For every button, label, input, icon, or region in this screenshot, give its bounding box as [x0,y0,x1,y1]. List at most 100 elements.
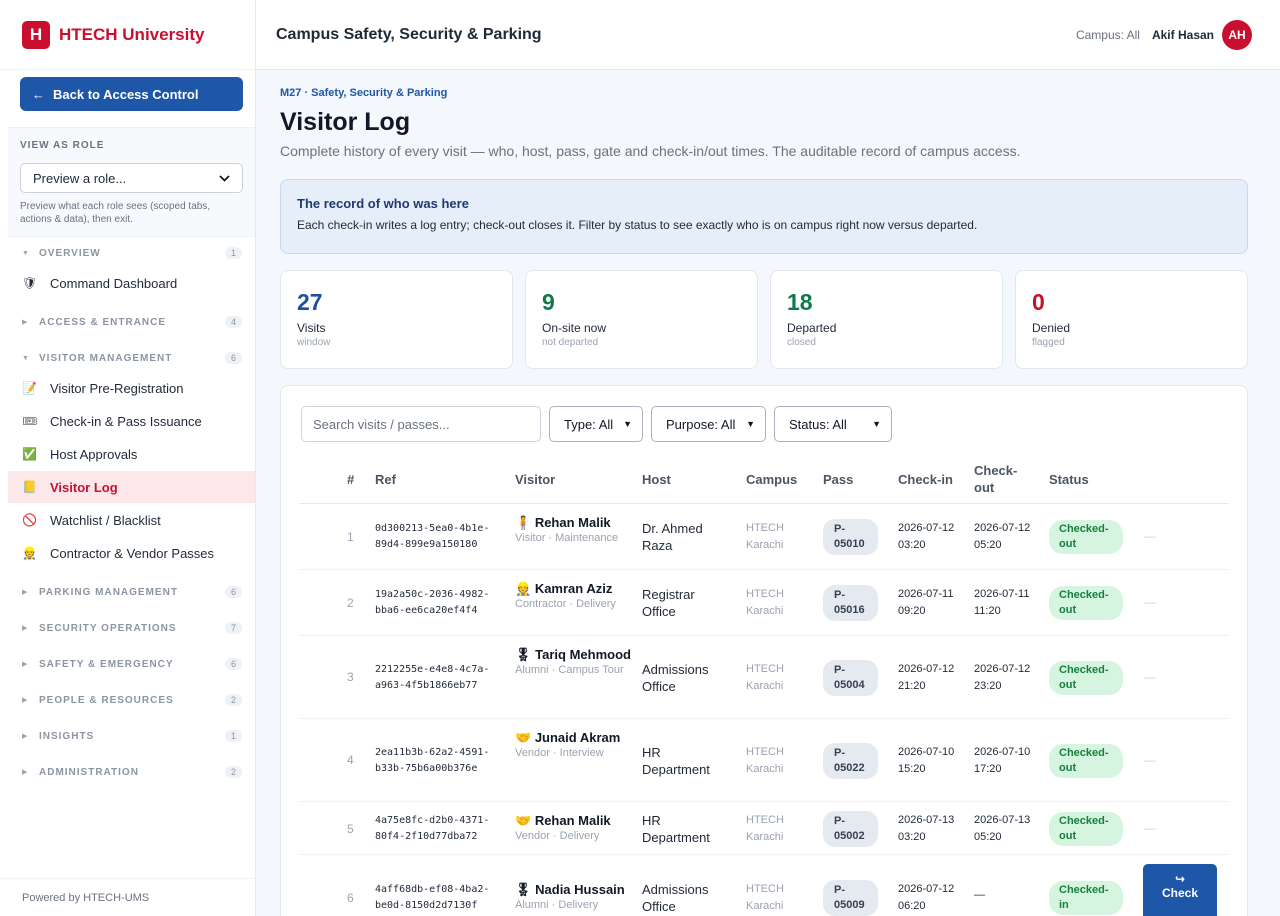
visitor-cell: 🤝 Junaid Akram Vendor · Interview [515,729,633,761]
nav-section-count: 1 [224,247,242,259]
sidebar-item-visitor-pre-registration[interactable]: 📝 Visitor Pre-Registration [8,372,255,404]
role-select[interactable]: Preview a role... [20,163,243,193]
nav-section-count: 6 [224,658,242,670]
check-in-time: 2026-07-12 06:20 [898,883,955,912]
stat-label: On-site now [542,321,607,335]
row-number: 6 [347,891,354,905]
sidebar-item-contractor-vendor-passes[interactable]: 👷 Contractor & Vendor Passes [8,537,255,569]
nav-section-visitor-management[interactable]: ▼ VISITOR MANAGEMENT 6 [0,347,256,369]
sidebar-item-label: Visitor Pre-Registration [50,380,184,396]
type-filter-select[interactable]: Type: All ▼ [549,406,643,442]
breadcrumb: M27 · Safety, Security & Parking [280,87,448,99]
column-header-pass[interactable]: Pass [823,472,854,487]
nav-section-label: PEOPLE & RESOURCES [39,694,174,706]
column-header-num[interactable]: # [347,472,355,487]
table-row[interactable]: 3 2212255e-e4e8-4c7a-a963-4f5b1866eb77 🎖… [299,636,1229,719]
nav-section-overview[interactable]: ▼ OVERVIEW 1 [0,242,256,264]
role-help-text: Preview what each role sees (scoped tabs… [20,201,211,225]
sidebar-item-host-approvals[interactable]: ✅ Host Approvals [8,438,255,470]
stat-value: 27 [297,289,323,315]
stat-sublabel: flagged [1032,337,1065,348]
table-header-divider [299,503,1229,504]
sidebar-item-command-dashboard[interactable]: 🛡 Command Dashboard [8,267,255,299]
sidebar-item-visitor-log[interactable]: 📒 Visitor Log [8,471,255,503]
visitor-cell: 🧍 Rehan Malik Visitor · Maintenance [515,514,633,546]
column-header-campus[interactable]: Campus [746,472,798,487]
nav-section-security-operations[interactable]: ▶ SECURITY OPERATIONS 7 [0,617,256,639]
brand-logo: H [22,20,50,49]
caret-right-icon: ▶ [22,697,28,704]
visitor-name: Nadia Hussain [535,882,625,897]
row-number: 2 [347,596,354,610]
host-name: HR Department [642,745,710,777]
check-out-time: 2026-07-12 05:20 [974,522,1031,551]
stat-value: 18 [787,289,813,315]
nav-section-count: 6 [224,586,242,598]
nav-section-label: ADMINISTRATION [39,766,139,778]
nav-section-label: INSIGHTS [39,730,95,742]
stat-card-visits: 27 Visits window [280,270,513,369]
sidebar-item-check-in-pass-issuance[interactable]: 🎟 Check-in & Pass Issuance [8,405,255,437]
handshake-icon: 🤝 [515,730,532,745]
visit-ref: 4a75e8fc-d2b0-4371-80f4-2f10d77dba72 [375,815,490,842]
pass-badge[interactable]: P-05004 [823,660,878,696]
back-to-access-control-button[interactable]: ← Back to Access Control [20,77,243,111]
column-header-check-in[interactable]: Check-in [898,472,953,487]
pass-badge[interactable]: P-05009 [823,880,878,916]
sidebar-item-label: Host Approvals [50,446,138,462]
nav-section-label: OVERVIEW [39,247,101,259]
sidebar-item-label: Contractor & Vendor Passes [50,545,215,561]
sidebar-item-watchlist-blacklist[interactable]: 🚫 Watchlist / Blacklist [8,504,255,536]
clipboard-icon: 📝 [22,381,37,395]
nav-section-insights[interactable]: ▶ INSIGHTS 1 [0,725,256,747]
nav-section-label: VISITOR MANAGEMENT [39,352,173,364]
campus-selector[interactable]: Campus: All [1075,27,1140,42]
status-badge: Checked-in [1049,881,1123,915]
table-row[interactable]: 2 19a2a50c-2036-4982-bba6-ee6ca20ef4f4 👷… [299,570,1229,636]
caret-right-icon: ▶ [22,319,28,326]
checkmark-icon: ✅ [22,447,37,461]
pass-badge[interactable]: P-05010 [823,519,878,555]
table-row[interactable]: 1 0d300213-5ea0-4b1e-89d4-899e9a150180 🧍… [299,504,1229,570]
check-in-time: 2026-07-10 15:20 [898,746,955,775]
avatar[interactable]: AH [1222,19,1252,50]
stat-card-denied: 0 Denied flagged [1015,270,1248,369]
check-in-time: 2026-07-12 21:20 [898,663,955,692]
nav-section-label: SAFETY & EMERGENCY [39,658,174,670]
nav-section-administration[interactable]: ▶ ADMINISTRATION 2 [0,761,256,783]
pass-badge[interactable]: P-05022 [823,743,878,779]
nav-section-safety-emergency[interactable]: ▶ SAFETY & EMERGENCY 6 [0,653,256,675]
row-action-placeholder: — [1144,670,1156,684]
visitor-meta: Vendor · Interview [515,747,604,759]
table-row[interactable]: 4 2ea11b3b-62a2-4591-b33b-75b6a00b376e 🤝… [299,719,1229,802]
table-row[interactable]: 6 4aff68db-ef08-4ba2-be0d-8150d2d7130f 🎖… [299,855,1229,916]
status-filter-select[interactable]: Status: All ▼ [774,406,892,442]
check-out-button[interactable]: ↪ Check [1143,864,1217,916]
pass-badge[interactable]: P-05002 [823,811,878,847]
visitor-name: Junaid Akram [534,730,621,745]
column-header-status[interactable]: Status [1049,472,1089,487]
host-name: Admissions Office [642,662,709,694]
column-header-ref[interactable]: Ref [375,472,396,487]
campus-name: HTECH Karachi [746,588,784,617]
table-row[interactable]: 5 4a75e8fc-d2b0-4371-80f4-2f10d77dba72 🤝… [299,802,1229,855]
nav-section-people-resources[interactable]: ▶ PEOPLE & RESOURCES 2 [0,689,256,711]
column-header-check-out[interactable]: Check-out [974,463,1018,495]
visitor-meta: Visitor · Maintenance [515,532,619,544]
brand[interactable]: H HTECH University [0,0,255,70]
pass-badge[interactable]: P-05016 [823,585,878,621]
campus-name: HTECH Karachi [746,663,784,692]
column-header-host[interactable]: Host [642,472,671,487]
nav-section-access-entrance[interactable]: ▶ ACCESS & ENTRANCE 4 [0,311,256,333]
visit-ref: 19a2a50c-2036-4982-bba6-ee6ca20ef4f4 [375,589,490,616]
check-in-time: 2026-07-12 03:20 [898,522,955,551]
purpose-filter-select[interactable]: Purpose: All ▼ [651,406,766,442]
search-input[interactable] [301,406,541,442]
check-out-time: 2026-07-10 17:20 [974,746,1031,775]
nav-section-parking-management[interactable]: ▶ PARKING MANAGEMENT 6 [0,581,256,603]
user-name[interactable]: Akif Hasan [1151,27,1214,42]
column-header-visitor[interactable]: Visitor [515,472,556,487]
visit-ref: 4aff68db-ef08-4ba2-be0d-8150d2d7130f [375,884,490,911]
visitor-cell: 🎖 Tariq Mehmood Alumni · Campus Tour [515,646,633,678]
status-badge: Checked-out [1049,520,1123,554]
